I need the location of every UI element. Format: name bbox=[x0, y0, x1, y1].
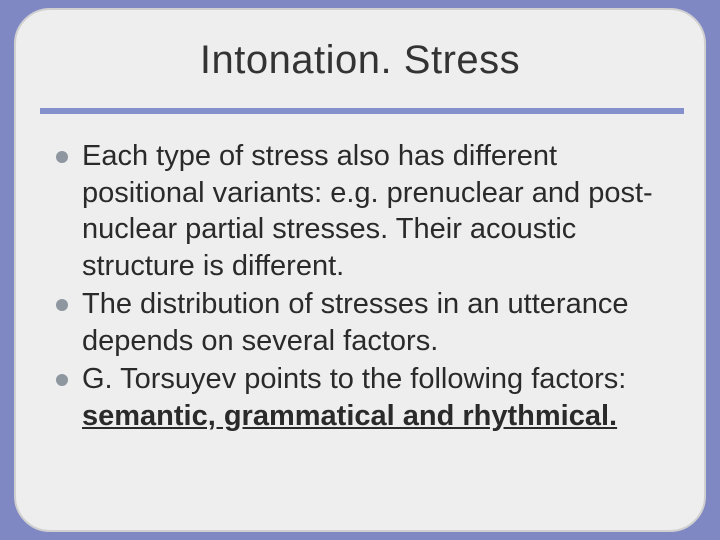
bullet-icon bbox=[56, 299, 68, 311]
bullet-icon bbox=[56, 374, 68, 386]
bullet-text: The distribution of stresses in an utter… bbox=[82, 286, 676, 359]
bullet-text: G. Torsuyev points to the following fact… bbox=[82, 361, 676, 434]
slide-title: Intonation. Stress bbox=[16, 38, 704, 83]
title-underline-rule bbox=[40, 108, 684, 114]
slide-card: Intonation. Stress Each type of stress a… bbox=[14, 8, 706, 532]
title-block: Intonation. Stress bbox=[16, 18, 704, 89]
list-item: Each type of stress also has different p… bbox=[56, 138, 676, 284]
slide-content: Each type of stress also has different p… bbox=[56, 138, 676, 436]
bullet-text: Each type of stress also has different p… bbox=[82, 138, 676, 284]
list-item: The distribution of stresses in an utter… bbox=[56, 286, 676, 359]
bullet-icon bbox=[56, 151, 68, 163]
list-item: G. Torsuyev points to the following fact… bbox=[56, 361, 676, 434]
